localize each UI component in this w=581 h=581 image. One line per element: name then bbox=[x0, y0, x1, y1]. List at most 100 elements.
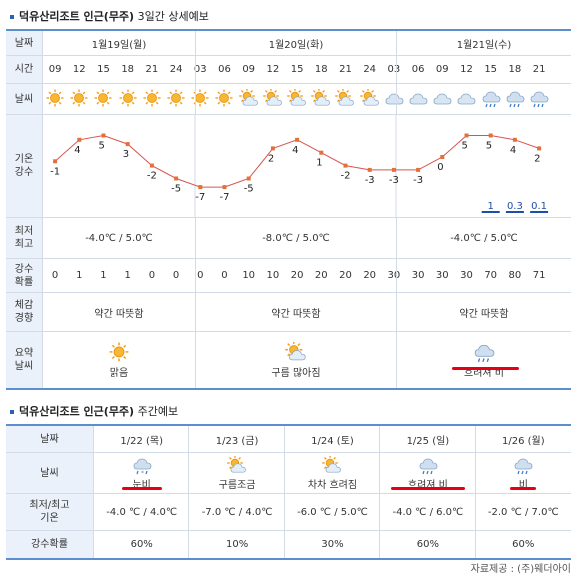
summary-text-1: 맑음 bbox=[109, 367, 129, 379]
precip-bar bbox=[530, 211, 549, 213]
temperature-label: -3 bbox=[365, 175, 375, 186]
time-cell: 06 bbox=[411, 64, 425, 75]
summary-row: 요약 날씨 맑음 구름 많아짐 흐려져 비 bbox=[6, 332, 571, 390]
summary-day-1: 맑음 bbox=[43, 332, 195, 388]
weekly-minmax-row: 최저/최고 기온 -4.0 ℃ / 4.0℃ -7.0 ℃ / 4.0℃ -6.0 ℃… bbox=[6, 494, 571, 531]
temperature-label: -5 bbox=[244, 184, 254, 195]
date-row: 날짜 1월19일(월) 1월20일(화) 1월21일(수) bbox=[6, 31, 571, 56]
prob-cell: 30 bbox=[411, 270, 425, 281]
weekly-weather-cell: 구름조금 bbox=[189, 453, 284, 493]
section-title-3day: 덕유산리조트 인근(무주) 3일간 상세예보 bbox=[10, 8, 209, 24]
prob-cell: 1 bbox=[76, 270, 83, 281]
sun-cloud-icon bbox=[333, 84, 357, 114]
feel-day-2: 약간 따뜻함 bbox=[271, 308, 321, 320]
weekly-minmax-cell: -7.0 ℃ / 4.0℃ bbox=[201, 506, 273, 518]
temperature-label: -5 bbox=[171, 184, 181, 195]
cloud-icon bbox=[430, 84, 454, 114]
weekly-prob-header: 강수확률 bbox=[6, 531, 93, 558]
prob-header: 강수 확률 bbox=[6, 259, 43, 292]
rain-cloud-icon bbox=[479, 84, 503, 114]
temperature-label: 5 bbox=[462, 141, 468, 152]
prob-cell: 10 bbox=[266, 270, 280, 281]
date-header: 날짜 bbox=[6, 31, 43, 55]
temperature-point bbox=[319, 150, 324, 155]
highlight-underline bbox=[452, 367, 519, 370]
weekly-weather-cell: 비 bbox=[476, 453, 571, 493]
time-cell: 24 bbox=[169, 64, 183, 75]
sun-cloud-icon bbox=[261, 84, 285, 114]
temperature-label: -2 bbox=[147, 171, 157, 182]
weather-header: 날씨 bbox=[6, 84, 43, 114]
rain-cloud-icon bbox=[418, 456, 438, 476]
weekly-weather-row: 날씨 * 눈비 구름조금 차차 흐려짐 흐려져 비 비 bbox=[6, 453, 571, 494]
time-cell: 06 bbox=[218, 64, 231, 75]
time-header: 시간 bbox=[6, 56, 43, 83]
minmax-header: 최저 최고 bbox=[6, 218, 43, 258]
temperature-point bbox=[488, 133, 493, 138]
temperature-label: 1 bbox=[316, 158, 322, 169]
precip-bar bbox=[505, 211, 524, 213]
prob-cell: 30 bbox=[460, 270, 473, 281]
rain-cloud-icon bbox=[503, 84, 527, 114]
summary-text-2: 구름 많아짐 bbox=[271, 367, 321, 379]
weekly-weather-header: 날씨 bbox=[6, 453, 93, 493]
weather-icon-row: 날씨 bbox=[6, 84, 571, 115]
prob-cell: 0 bbox=[148, 270, 156, 281]
summary-day-2: 구름 많아짐 bbox=[196, 332, 396, 388]
svg-text:*: * bbox=[141, 470, 144, 476]
time-cell: 03 bbox=[387, 64, 401, 75]
minmax-day-3: -4.0℃ / 5.0℃ bbox=[450, 232, 518, 244]
temperature-label: 5 bbox=[99, 141, 105, 152]
temperature-point bbox=[416, 167, 421, 172]
temperature-label: -1 bbox=[50, 166, 60, 177]
prob-cell: 0 bbox=[197, 270, 204, 281]
sun-icon bbox=[116, 84, 140, 114]
temperature-label: -3 bbox=[389, 175, 399, 186]
temperature-point bbox=[198, 185, 203, 190]
prob-cell: 20 bbox=[314, 270, 328, 281]
prob-cell: 30 bbox=[435, 270, 449, 281]
time-cell: 24 bbox=[363, 64, 377, 75]
temperature-point bbox=[464, 133, 469, 138]
time-cell: 18 bbox=[508, 64, 522, 75]
weekly-prob-cell: 60% bbox=[130, 539, 153, 550]
snow-rain-icon: * bbox=[132, 456, 152, 476]
prob-cell: 70 bbox=[484, 270, 498, 281]
section-title-weekly: 덕유산리조트 인근(무주) 주간예보 bbox=[10, 403, 178, 419]
precip-bar bbox=[481, 211, 500, 213]
precip-label: 0.1 bbox=[531, 201, 547, 212]
weekly-date-cell: 1/23 (금) bbox=[215, 435, 259, 447]
time-cell: 03 bbox=[193, 64, 207, 75]
weekly-prob-cell: 60% bbox=[416, 539, 439, 550]
day-label-1: 1월19일(월) bbox=[91, 39, 147, 51]
rain-cloud-icon bbox=[513, 456, 533, 476]
weekly-minmax-cell: -6.0 ℃ / 5.0℃ bbox=[297, 506, 368, 518]
prob-cell: 20 bbox=[290, 270, 304, 281]
day-label-2: 1월20일(화) bbox=[268, 39, 324, 51]
temperature-point bbox=[343, 163, 348, 168]
time-cell: 09 bbox=[242, 64, 256, 75]
sun-cloud-icon bbox=[322, 455, 342, 476]
weekly-weather-cell: 흐려져 비 bbox=[380, 453, 475, 493]
weekly-weather-label: 비 bbox=[518, 479, 528, 491]
sun-icon bbox=[67, 84, 91, 114]
prob-cell: 30 bbox=[387, 270, 401, 281]
prob-cell: 20 bbox=[363, 270, 377, 281]
time-cell: 18 bbox=[314, 64, 328, 75]
temperature-label: 0 bbox=[437, 162, 443, 173]
weekly-prob-cell: 10% bbox=[225, 539, 249, 550]
time-cell: 15 bbox=[484, 64, 498, 75]
summary-day-3: 흐려져 비 bbox=[397, 332, 571, 388]
weekly-prob-row: 강수확률 60% 10% 30% 60% 60% bbox=[6, 531, 571, 560]
summary-text-3: 흐려져 비 bbox=[464, 367, 504, 379]
temperature-point bbox=[125, 142, 130, 147]
sun-icon bbox=[188, 84, 212, 114]
day-label-3: 1월21일(수) bbox=[456, 39, 512, 51]
temperature-point bbox=[270, 146, 275, 151]
time-cell: 15 bbox=[97, 64, 110, 75]
temperature-point bbox=[512, 137, 517, 142]
time-cell: 21 bbox=[145, 64, 159, 75]
time-cell: 15 bbox=[290, 64, 304, 75]
time-cell: 12 bbox=[266, 64, 280, 75]
sun-cloud-icon bbox=[309, 84, 333, 114]
